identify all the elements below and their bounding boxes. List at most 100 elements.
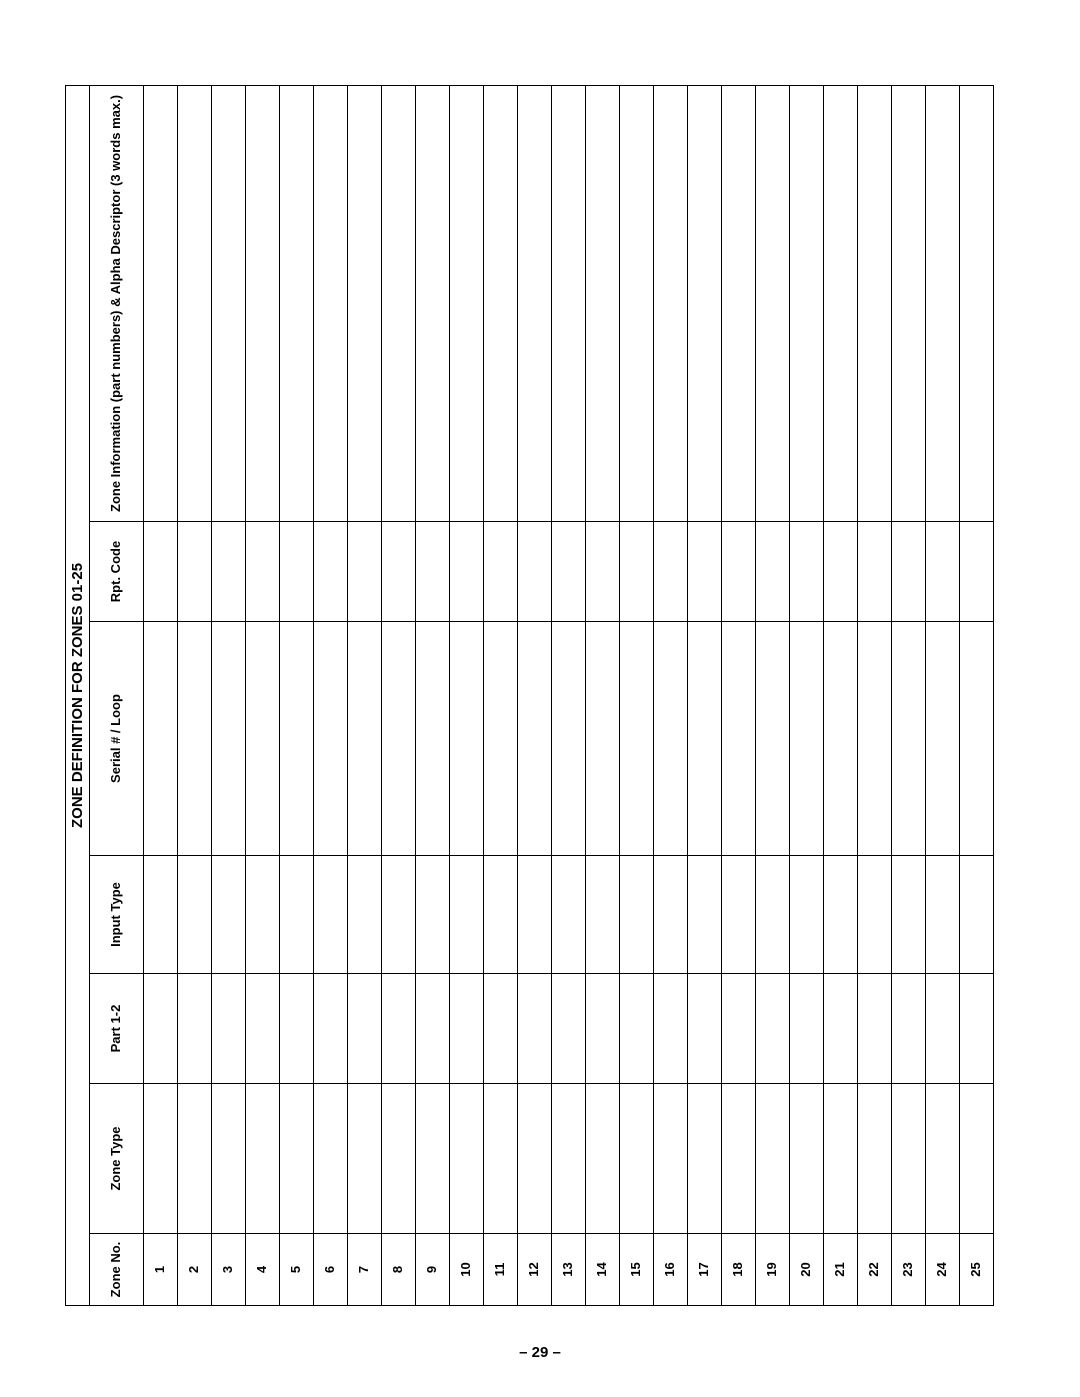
table-cell: 5	[280, 1234, 314, 1306]
table-cell	[620, 1084, 654, 1234]
table-cell	[178, 85, 212, 521]
table-row: 13	[552, 85, 586, 1305]
table-cell	[484, 1084, 518, 1234]
table-cell	[722, 1084, 756, 1234]
table-cell	[552, 1084, 586, 1234]
table-cell: 2	[178, 1234, 212, 1306]
table-row: 8	[382, 85, 416, 1305]
col-header-zone-no: Zone No.	[90, 1234, 144, 1306]
table-cell	[824, 974, 858, 1084]
col-header-serial: Serial # / Loop	[90, 622, 144, 856]
table-cell: 22	[858, 1234, 892, 1306]
table-cell	[280, 974, 314, 1084]
table-cell	[586, 974, 620, 1084]
table-cell: 6	[314, 1234, 348, 1306]
table-cell	[484, 85, 518, 521]
table-cell	[552, 974, 586, 1084]
table-cell	[688, 622, 722, 856]
table-cell	[756, 85, 790, 521]
table-row: 4	[246, 85, 280, 1305]
table-cell	[382, 85, 416, 521]
table-row: 22	[858, 85, 892, 1305]
table-cell	[178, 1084, 212, 1234]
table-row: 7	[348, 85, 382, 1305]
table-cell	[892, 856, 926, 974]
table-row: 2	[178, 85, 212, 1305]
table-cell	[858, 522, 892, 622]
table-cell	[212, 974, 246, 1084]
table-cell	[144, 85, 178, 521]
table-cell	[552, 85, 586, 521]
table-cell: 19	[756, 1234, 790, 1306]
table-cell	[926, 974, 960, 1084]
table-cell	[518, 856, 552, 974]
table-cell	[518, 622, 552, 856]
table-cell	[382, 522, 416, 622]
table-cell: 24	[926, 1234, 960, 1306]
col-header-input-type: Input Type	[90, 856, 144, 974]
table-cell	[416, 522, 450, 622]
table-row: 3	[212, 85, 246, 1305]
table-cell	[926, 522, 960, 622]
table-cell	[348, 1084, 382, 1234]
table-cell	[178, 856, 212, 974]
table-cell: 9	[416, 1234, 450, 1306]
table-cell	[824, 85, 858, 521]
table-cell	[824, 622, 858, 856]
table-cell	[756, 522, 790, 622]
table-cell	[348, 622, 382, 856]
table-cell	[654, 856, 688, 974]
table-row: 23	[892, 85, 926, 1305]
table-cell	[620, 522, 654, 622]
table-cell	[790, 856, 824, 974]
table-cell: 1	[144, 1234, 178, 1306]
table-cell	[280, 522, 314, 622]
table-cell	[960, 974, 994, 1084]
table-row: 5	[280, 85, 314, 1305]
table-cell: 14	[586, 1234, 620, 1306]
table-cell	[620, 856, 654, 974]
table-cell	[654, 522, 688, 622]
table-cell: 3	[212, 1234, 246, 1306]
table-cell	[246, 85, 280, 521]
rotated-table-container: ZONE DEFINITION FOR ZONES 01-25 Zone No.…	[65, 86, 1015, 1306]
table-cell	[212, 856, 246, 974]
col-header-zone-type: Zone Type	[90, 1084, 144, 1234]
table-cell: 15	[620, 1234, 654, 1306]
table-cell	[756, 856, 790, 974]
table-cell	[824, 856, 858, 974]
table-cell	[756, 974, 790, 1084]
table-cell	[654, 622, 688, 856]
table-cell	[654, 85, 688, 521]
zone-definition-table: ZONE DEFINITION FOR ZONES 01-25 Zone No.…	[65, 85, 994, 1306]
table-cell	[960, 522, 994, 622]
table-cell	[722, 85, 756, 521]
table-cell	[246, 522, 280, 622]
table-cell	[382, 1084, 416, 1234]
table-cell: 10	[450, 1234, 484, 1306]
table-cell	[178, 622, 212, 856]
table-cell	[790, 85, 824, 521]
table-cell	[790, 974, 824, 1084]
table-row: 10	[450, 85, 484, 1305]
table-cell	[620, 622, 654, 856]
table-cell	[280, 622, 314, 856]
table-cell	[450, 85, 484, 521]
table-row: 17	[688, 85, 722, 1305]
table-cell	[858, 622, 892, 856]
table-cell	[926, 622, 960, 856]
table-cell	[416, 1084, 450, 1234]
table-cell	[824, 522, 858, 622]
table-cell: 4	[246, 1234, 280, 1306]
table-body: 1234567891011121314151617181920212223242…	[144, 85, 994, 1305]
table-cell: 18	[722, 1234, 756, 1306]
table-cell	[688, 974, 722, 1084]
table-cell	[552, 622, 586, 856]
table-cell	[960, 1084, 994, 1234]
table-cell	[212, 1084, 246, 1234]
table-cell	[246, 974, 280, 1084]
table-cell	[790, 622, 824, 856]
col-header-part: Part 1-2	[90, 974, 144, 1084]
table-cell	[654, 974, 688, 1084]
table-cell	[450, 622, 484, 856]
